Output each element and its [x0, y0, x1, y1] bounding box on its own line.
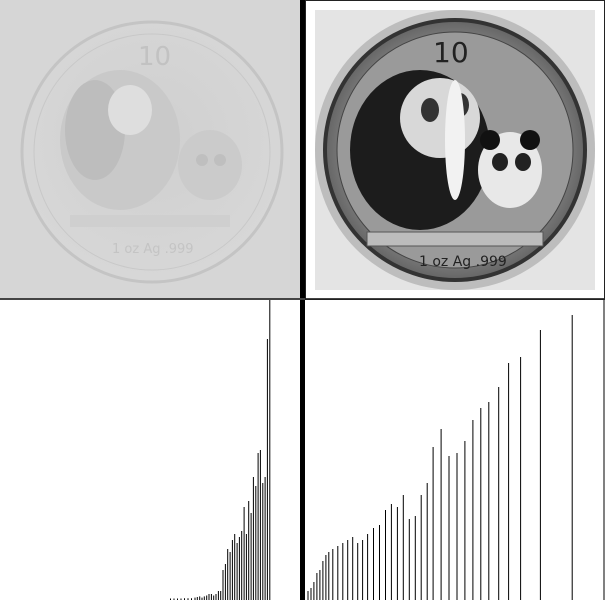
coin-bottom-text: 1 oz Ag .999: [419, 254, 507, 270]
original-image-panel: 10 1 oz Ag .999: [0, 0, 300, 300]
histogram-equalized-panel: [305, 300, 605, 600]
histogram-equalized: [307, 300, 605, 600]
coin-denomination: 10: [138, 42, 171, 72]
panda-cub: [178, 130, 242, 200]
histogram-original-panel: [0, 300, 300, 600]
coin-denomination: 10: [433, 36, 469, 69]
vertical-divider: [300, 0, 305, 600]
histogram-original: [170, 300, 271, 600]
equalized-coin-image: 10 1 oz Ag .999: [305, 0, 605, 300]
panda-cub: [478, 132, 542, 208]
coin-bottom-text: 1 oz Ag .999: [112, 242, 194, 257]
equalized-image-panel: 10 1 oz Ag .999: [305, 0, 605, 300]
original-coin-image: 10 1 oz Ag .999: [0, 0, 300, 300]
horizontal-divider: [0, 298, 605, 300]
